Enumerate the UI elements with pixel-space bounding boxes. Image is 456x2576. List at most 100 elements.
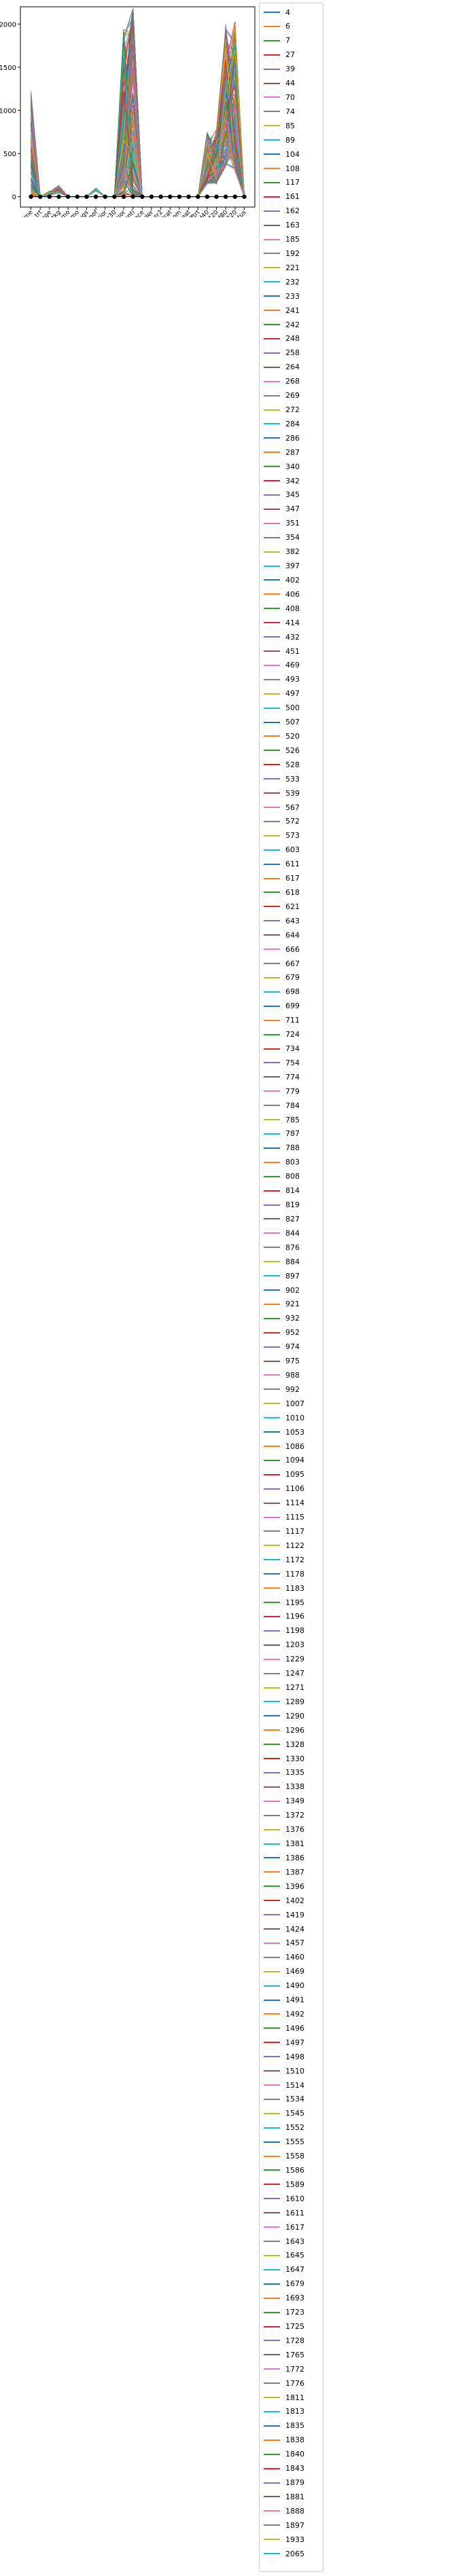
legend-item: 974 (264, 1341, 300, 1353)
legend-swatch (264, 168, 280, 170)
legend-swatch (264, 452, 280, 454)
y-tick-label: 0 (12, 194, 16, 202)
legend-swatch (264, 863, 280, 865)
legend-swatch (264, 2226, 280, 2228)
legend-swatch (264, 310, 280, 312)
legend-swatch (264, 2482, 280, 2484)
legend-label: 711 (285, 1016, 300, 1025)
legend-label: 493 (285, 675, 300, 684)
legend-item: 1496 (264, 2022, 304, 2034)
legend-label: 269 (285, 391, 300, 401)
legend-swatch (264, 2042, 280, 2044)
legend-item: 1178 (264, 1568, 304, 1580)
legend-label: 7 (285, 36, 290, 45)
legend-item: 788 (264, 1142, 300, 1154)
legend-label: 1457 (285, 1938, 304, 1948)
legend-label: 611 (285, 860, 300, 869)
legend-item: 1510 (264, 2065, 304, 2077)
legend-swatch (264, 1417, 280, 1419)
legend-label: 89 (285, 135, 295, 145)
legend-swatch (264, 253, 280, 255)
legend-item: 414 (264, 617, 300, 629)
legend-swatch (264, 2027, 280, 2029)
legend-item: 1114 (264, 1497, 304, 1509)
legend-swatch (264, 1218, 280, 1220)
legend-item: 1330 (264, 1752, 304, 1765)
legend-item: 1643 (264, 2235, 304, 2247)
x-tick-label: time (20, 209, 35, 217)
legend-item: 1813 (264, 2406, 304, 2418)
legend-swatch (264, 366, 280, 368)
legend-label: 779 (285, 1086, 300, 1096)
legend-swatch (264, 1147, 280, 1149)
legend-label: 1469 (285, 1967, 304, 1976)
marker-point (196, 194, 200, 199)
legend-swatch (264, 494, 280, 496)
legend-item: 1881 (264, 2490, 304, 2503)
legend-swatch (264, 1403, 280, 1405)
legend-item: 1396 (264, 1880, 304, 1892)
legend-label: 1897 (285, 2520, 304, 2530)
legend-label: 1195 (285, 1598, 304, 1607)
legend-label: 1289 (285, 1697, 304, 1706)
legend-label: 1386 (285, 1853, 304, 1862)
legend-swatch (264, 976, 280, 978)
legend-label: 876 (285, 1243, 300, 1252)
legend-label: 1229 (285, 1655, 304, 1664)
legend-swatch (264, 12, 280, 13)
legend-label: 1296 (285, 1725, 304, 1735)
legend-label: 162 (285, 206, 300, 216)
legend-label: 754 (285, 1058, 300, 1067)
legend-item: 117 (264, 177, 300, 189)
legend-item: 1617 (264, 2221, 304, 2233)
legend-label: 1643 (285, 2237, 304, 2246)
legend-item: 354 (264, 532, 300, 544)
legend-item: 1460 (264, 1951, 304, 1964)
legend-label: 1196 (285, 1612, 304, 1621)
marker-series (29, 194, 247, 199)
legend-item: 1198 (264, 1625, 304, 1637)
legend-item: 1552 (264, 2122, 304, 2134)
legend-item: 884 (264, 1255, 300, 1268)
legend-item: 528 (264, 758, 300, 771)
legend-item: 1296 (264, 1724, 304, 1736)
legend-label: 1545 (285, 2109, 304, 2118)
legend-swatch (264, 778, 280, 780)
legend-label: 621 (285, 902, 300, 911)
legend-swatch (264, 2467, 280, 2469)
legend-swatch (264, 1289, 280, 1291)
marker-point (168, 194, 173, 199)
legend-swatch (264, 394, 280, 397)
legend-swatch (264, 324, 280, 326)
legend-swatch (264, 1701, 280, 1703)
legend-item: 1106 (264, 1483, 304, 1495)
legend-swatch (264, 2311, 280, 2313)
legend-swatch (264, 1090, 280, 1092)
legend-item: 1558 (264, 2150, 304, 2163)
legend-swatch (264, 1317, 280, 1319)
legend-swatch (264, 750, 280, 752)
legend-item: 932 (264, 1312, 300, 1325)
legend-item: 787 (264, 1128, 300, 1140)
legend-swatch (264, 1885, 280, 1888)
legend-swatch (264, 1843, 280, 1845)
legend-label: 1765 (285, 2350, 304, 2359)
legend-label: 232 (285, 277, 300, 287)
legend-item: 1679 (264, 2278, 304, 2290)
legend-swatch (264, 2539, 280, 2541)
marker-point (214, 194, 219, 199)
y-tick-label: 500 (3, 151, 16, 158)
legend-item: 1497 (264, 2036, 304, 2048)
legend-item: 754 (264, 1056, 300, 1069)
legend-swatch (264, 579, 280, 581)
legend-label: 975 (285, 1357, 300, 1366)
legend-label: 1338 (285, 1782, 304, 1792)
legend-label: 1693 (285, 2294, 304, 2303)
legend-item: 827 (264, 1213, 300, 1225)
legend-label: 1178 (285, 1569, 304, 1579)
legend-item: 1765 (264, 2349, 304, 2361)
legend-label: 340 (285, 462, 300, 471)
legend-swatch (264, 39, 280, 41)
legend-label: 500 (285, 703, 300, 713)
legend-label: 1611 (285, 2208, 304, 2218)
